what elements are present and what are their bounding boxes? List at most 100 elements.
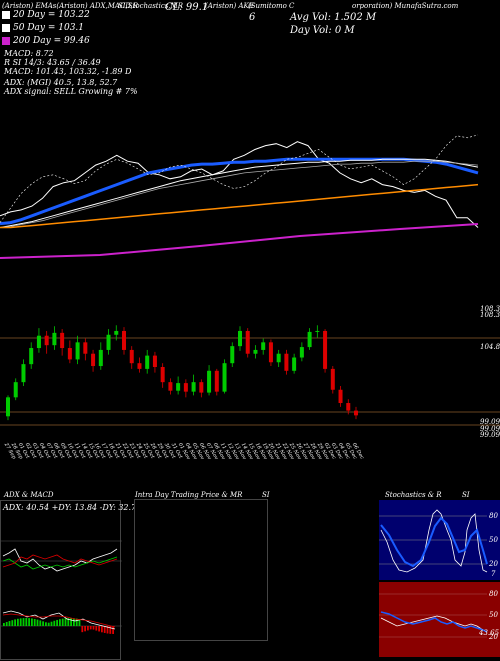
price-line [0, 141, 479, 228]
candle-body [160, 366, 165, 383]
stoch-tick-80: 80 [489, 512, 498, 520]
macd-hist-bar [5, 622, 8, 626]
candle-body [284, 353, 289, 371]
macd-hist-bar [45, 622, 47, 626]
stochastics-panel: 80 50 20 7 [379, 500, 500, 580]
price-label-3: 104.84 [480, 343, 500, 351]
rsi-chart [379, 593, 488, 638]
intraday-panel-title: Intra Day Trading Price & MR [135, 491, 243, 499]
x-axis: 27 Sep 28 Sep 01 Oct 02 Oct 03 Oct 04 Oct 07 O… [0, 440, 500, 482]
candle-body [222, 363, 227, 392]
adx-panel-values: ADX: 40.54 +DY: 13.84 -DY: 32.7 [3, 503, 137, 512]
rsi-tick-80: 80 [489, 590, 498, 598]
header-top-line: (Ariston) EMAs(Ariston) ADX,MACD,R [2, 2, 139, 10]
minus-di-line [2, 554, 118, 568]
candle-body [292, 357, 297, 371]
macd-hist-bar [42, 621, 44, 626]
candle-body [129, 349, 134, 364]
candle-body [114, 330, 119, 335]
ema-lines [0, 134, 479, 259]
candle-body [230, 346, 235, 364]
macd-hist-bar [31, 618, 33, 626]
macd-hist-bar [22, 618, 25, 626]
macd-hist-bar [81, 626, 84, 633]
macd-hist-bar [101, 626, 103, 633]
macd-hist-bar [53, 620, 56, 626]
candle-body [83, 342, 88, 354]
price-chart [0, 134, 500, 426]
candle-body [253, 349, 258, 354]
header-stoch-line: SI,Stochastics,MR [118, 2, 184, 10]
macd-hist-bar [70, 618, 72, 626]
macd-hist-bar [75, 618, 78, 626]
day-volume: Day Vol: 0 M [290, 25, 355, 36]
intraday-panel [134, 499, 268, 641]
macd-hist-bar [3, 623, 5, 626]
macd-hist-bar [14, 619, 16, 626]
plus-di-line [2, 556, 118, 570]
candle-body [191, 382, 196, 392]
legend-d20-swatch [2, 11, 10, 19]
macd-hist-bar [47, 622, 50, 626]
macd-line: MACD: 101.43, 103.32, -1.89 D [4, 67, 132, 76]
ema-white-line [0, 158, 479, 228]
candle-body [168, 382, 173, 391]
candle-body [214, 370, 219, 392]
adx-signal: ADX signal: SELL Growing # 7% [4, 87, 138, 96]
stoch-k-line [380, 509, 488, 573]
avg-volume: Avg Vol: 1.502 M [290, 12, 377, 23]
price-label-2: 108.33 [480, 311, 500, 319]
adx-line [2, 548, 118, 572]
candle-body [67, 348, 72, 360]
candle-body [276, 353, 281, 363]
macd-hist-bar [106, 626, 109, 634]
rsi-line [380, 611, 488, 633]
candle-body [176, 383, 181, 391]
macd-hist-bar [103, 626, 106, 633]
candle-body [44, 335, 49, 346]
candle-body [346, 403, 351, 411]
macd-hist-bar [98, 626, 100, 632]
close-price: CL: 99.1 [165, 2, 209, 13]
stoch-value: 7 [491, 570, 496, 578]
candle-body [6, 397, 10, 417]
candle-body [330, 368, 335, 390]
macd-hist-bar [84, 626, 86, 632]
ema-orange-line [0, 183, 479, 229]
candle-body [21, 364, 26, 383]
macd-hist-bar [89, 626, 92, 630]
macd-hist-bar [73, 618, 75, 626]
candle-body [106, 334, 111, 350]
macd-hist-bar [19, 618, 22, 626]
candle-body [13, 382, 18, 398]
macd-hist-bar [11, 620, 14, 626]
candles [6, 325, 358, 421]
macd-hist-bar [92, 626, 95, 630]
macd-head: MACD: 8.72 [4, 49, 54, 58]
macd-hist-bar [36, 619, 39, 626]
adx-panel: ADX: 40.54 +DY: 13.84 -DY: 32.7 [0, 500, 136, 660]
legend-d200-swatch [2, 37, 10, 45]
ema-200-line [0, 223, 479, 259]
candle-body [183, 383, 188, 392]
stoch-d-line [380, 516, 488, 568]
macd-hist-bar [95, 626, 98, 631]
stoch-tick-50: 50 [489, 536, 498, 544]
candle-body [268, 342, 273, 363]
rsi-line: R SI 14/3: 43.65 / 36.49 [4, 58, 101, 67]
macd-hist-bar [8, 621, 11, 626]
macd-hist-bar [78, 619, 81, 626]
stoch-panel-title: Stochastics & R [385, 491, 442, 499]
legend-d50: 50 Day = 103.1 [13, 23, 85, 33]
rsi-tick-20: 20 [489, 633, 498, 641]
macd-hist-bar [61, 618, 64, 626]
ema-dotted-line [0, 134, 479, 223]
ema-grey-line [0, 160, 479, 228]
price-label-5: 99.09 [480, 425, 500, 433]
candle-body [261, 342, 266, 350]
adx-macd-chart [1, 540, 122, 634]
macd-hist-bar [33, 618, 36, 626]
rsi-mfi-line [380, 615, 488, 633]
macd-line [2, 610, 116, 630]
header-company-1: (Ariston) AKE [205, 2, 254, 10]
